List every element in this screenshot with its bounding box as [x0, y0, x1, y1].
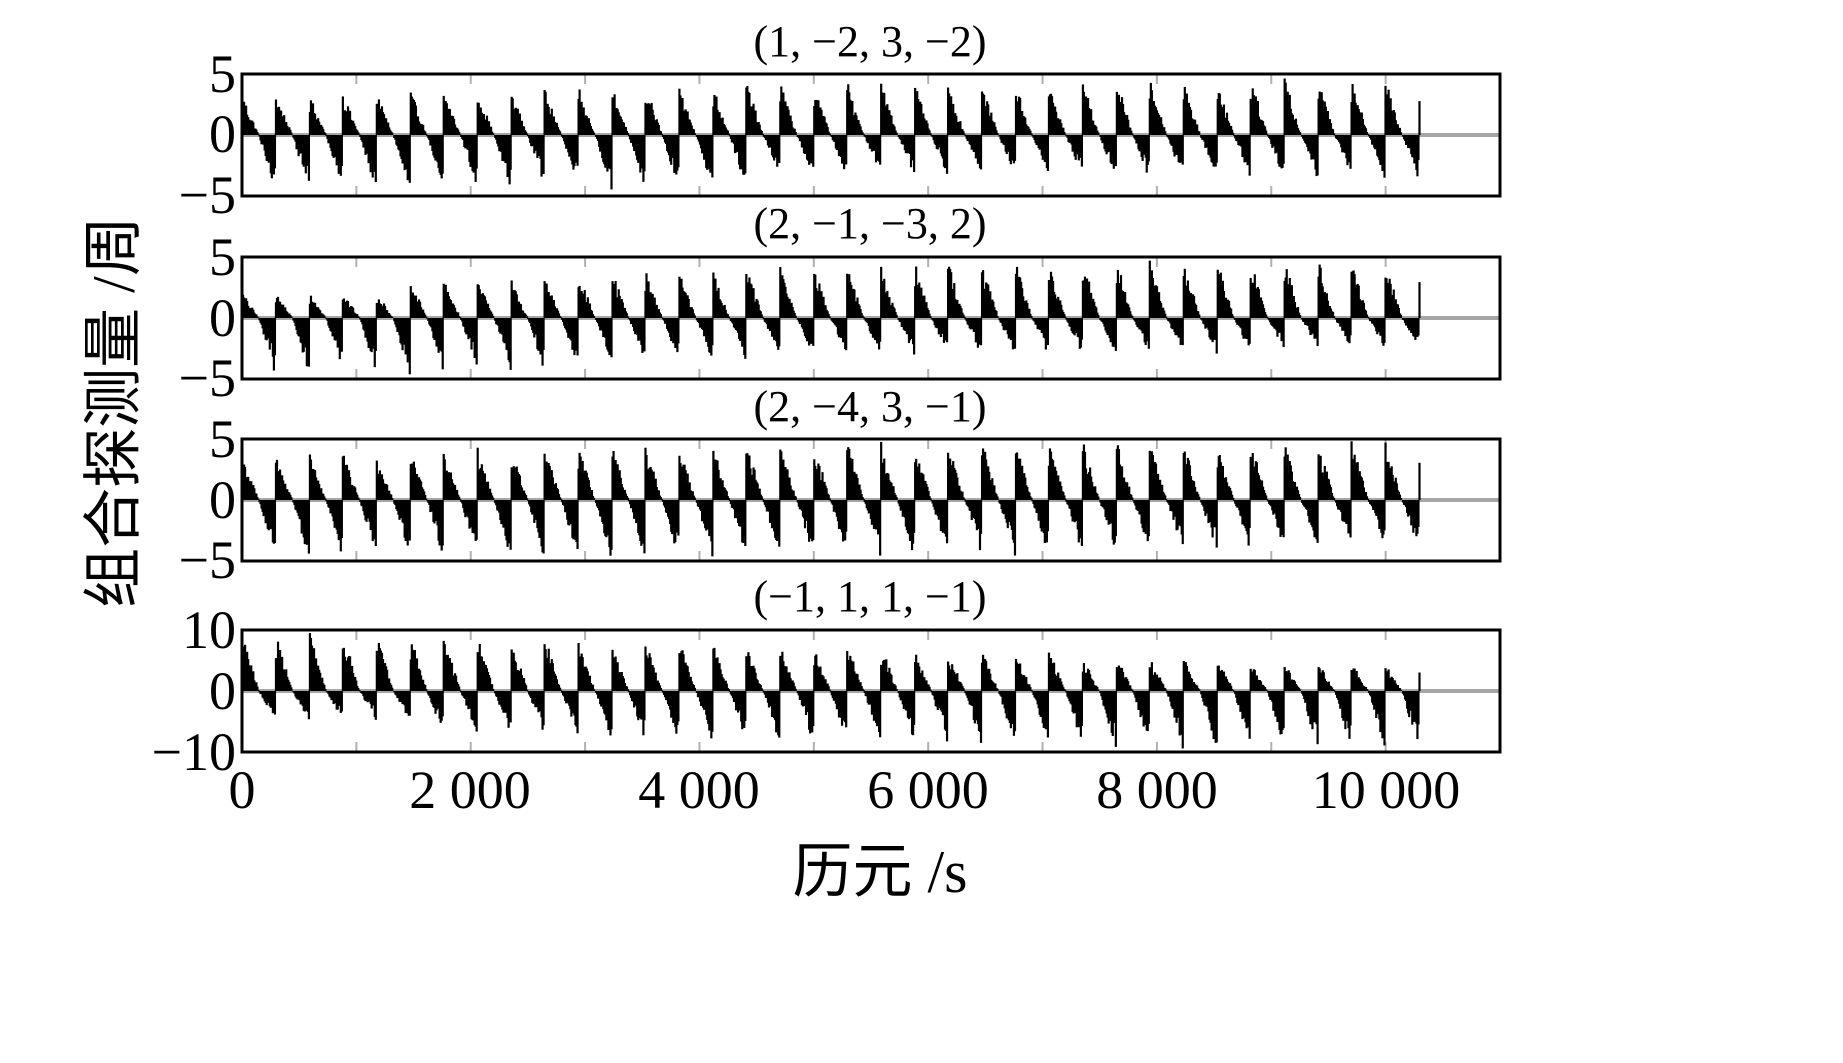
- xtick-label-2000: 2 000: [409, 760, 531, 820]
- panel-2-bars: [240, 260, 1421, 375]
- xtick-label-10000: 10 000: [1312, 760, 1461, 820]
- panel-1: (1, −2, 3, −2) 5 0 −5: [179, 17, 1502, 225]
- panel-4-frame: [240, 628, 1502, 754]
- panel-2: (2, −1, −3, 2) 5 0 −5: [179, 199, 1502, 408]
- panel-2-ytick-bottom: −5: [179, 348, 236, 408]
- y-axis-title: 组合探测量 /周: [81, 216, 147, 608]
- xtick-label-0: 0: [229, 760, 256, 820]
- panel-4-title: (−1, 1, 1, −1): [754, 572, 987, 621]
- xtick-label-8000: 8 000: [1096, 760, 1218, 820]
- panel-4-ytick-bottom: −10: [152, 722, 236, 782]
- panel-4-ytick-top: 10: [182, 600, 236, 660]
- x-axis-title: 历元 /s: [792, 839, 967, 905]
- panel-4: (−1, 1, 1, −1) 10 0 −10: [152, 572, 1502, 782]
- panel-4-plot: [240, 628, 1502, 754]
- panel-4-ytick-mid: 0: [209, 661, 236, 721]
- panel-2-frame: [240, 255, 1502, 381]
- panel-4-bars: [240, 633, 1421, 749]
- panel-3-ticks: [241, 439, 1387, 561]
- panel-2-ytick-mid: 0: [209, 288, 236, 348]
- panel-1-ytick-top: 5: [209, 44, 236, 104]
- xtick-label-4000: 4 000: [638, 760, 760, 820]
- panel-1-title: (1, −2, 3, −2): [754, 17, 987, 66]
- panel-3-ytick-bottom: −5: [179, 530, 236, 590]
- panel-3: (2, −4, 3, −1) 5 0 −5: [179, 382, 1502, 590]
- panel-1-ticks: [241, 74, 1387, 196]
- panel-1-bars: [240, 78, 1421, 190]
- panel-1-ytick-bottom: −5: [179, 165, 236, 225]
- panel-3-ytick-top: 5: [209, 409, 236, 469]
- x-tick-labels: 0 2 000 4 000 6 000 8 000 10 000: [229, 760, 1461, 820]
- panel-3-plot: [240, 437, 1502, 563]
- panel-2-ytick-top: 5: [209, 227, 236, 287]
- panel-1-plot: [240, 72, 1502, 198]
- panel-3-ytick-mid: 0: [209, 470, 236, 530]
- panel-1-ytick-mid: 0: [209, 104, 236, 164]
- xtick-label-6000: 6 000: [867, 760, 989, 820]
- panel-3-frame: [240, 437, 1502, 563]
- panel-3-bars: [240, 441, 1421, 557]
- panel-1-frame: [240, 72, 1502, 198]
- panel-2-plot: [240, 255, 1502, 381]
- panel-2-title: (2, −1, −3, 2): [754, 199, 987, 248]
- panel-3-title: (2, −4, 3, −1): [754, 382, 987, 431]
